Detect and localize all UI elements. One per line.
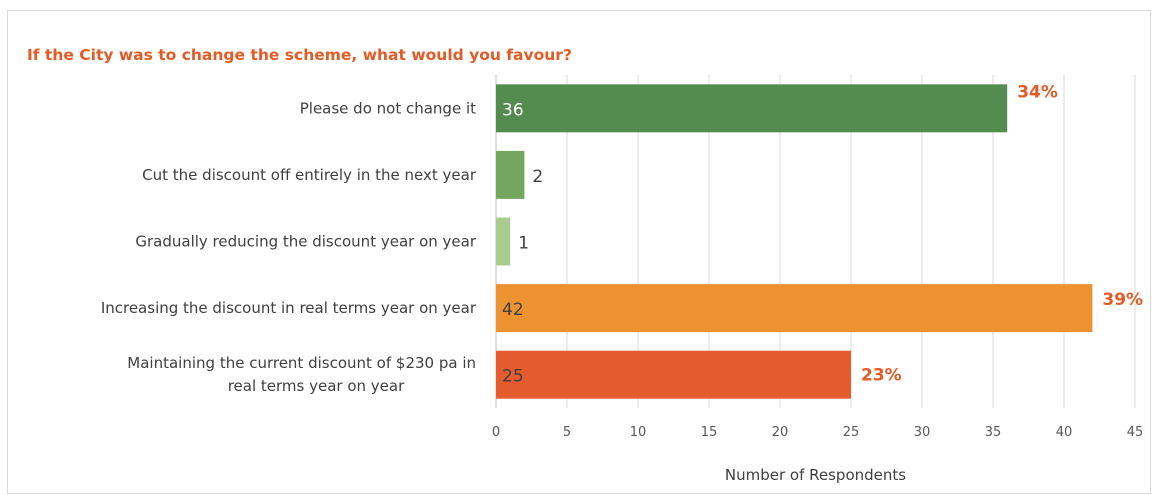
- category-label: Gradually reducing the discount year on …: [135, 233, 476, 251]
- category-label: Maintaining the current discount of $230…: [127, 354, 476, 372]
- bar: [496, 350, 851, 399]
- data-label: 36: [502, 100, 524, 120]
- x-tick-label: 20: [772, 425, 789, 440]
- x-tick-label: 45: [1127, 425, 1144, 440]
- x-tick-label: 0: [492, 425, 500, 440]
- x-tick-label: 35: [985, 425, 1002, 440]
- percent-label: 34%: [1017, 82, 1058, 102]
- chart-title: If the City was to change the scheme, wh…: [27, 46, 572, 64]
- data-label: 2: [532, 167, 543, 187]
- percent-label: 23%: [861, 366, 902, 386]
- category-label: real terms year on year: [228, 377, 405, 395]
- x-tick-label: 10: [630, 425, 647, 440]
- x-tick-label: 40: [1056, 425, 1073, 440]
- bar: [496, 84, 1008, 133]
- category-label: Please do not change it: [300, 99, 476, 117]
- x-tick-label: 30: [914, 425, 931, 440]
- category-label: Cut the discount off entirely in the nex…: [142, 166, 477, 184]
- data-label: 42: [502, 300, 524, 320]
- data-label: 25: [502, 367, 524, 387]
- data-label: 1: [518, 234, 529, 254]
- x-tick-label: 15: [701, 425, 718, 440]
- chart-frame: [7, 10, 1151, 494]
- category-label: Increasing the discount in real terms ye…: [101, 299, 477, 317]
- x-tick-label: 5: [563, 425, 571, 440]
- x-axis-title: Number of Respondents: [724, 466, 907, 484]
- x-tick-label: 25: [843, 425, 860, 440]
- bar: [496, 217, 511, 266]
- bar: [496, 150, 525, 199]
- percent-label: 39%: [1102, 290, 1143, 310]
- bar: [496, 284, 1093, 333]
